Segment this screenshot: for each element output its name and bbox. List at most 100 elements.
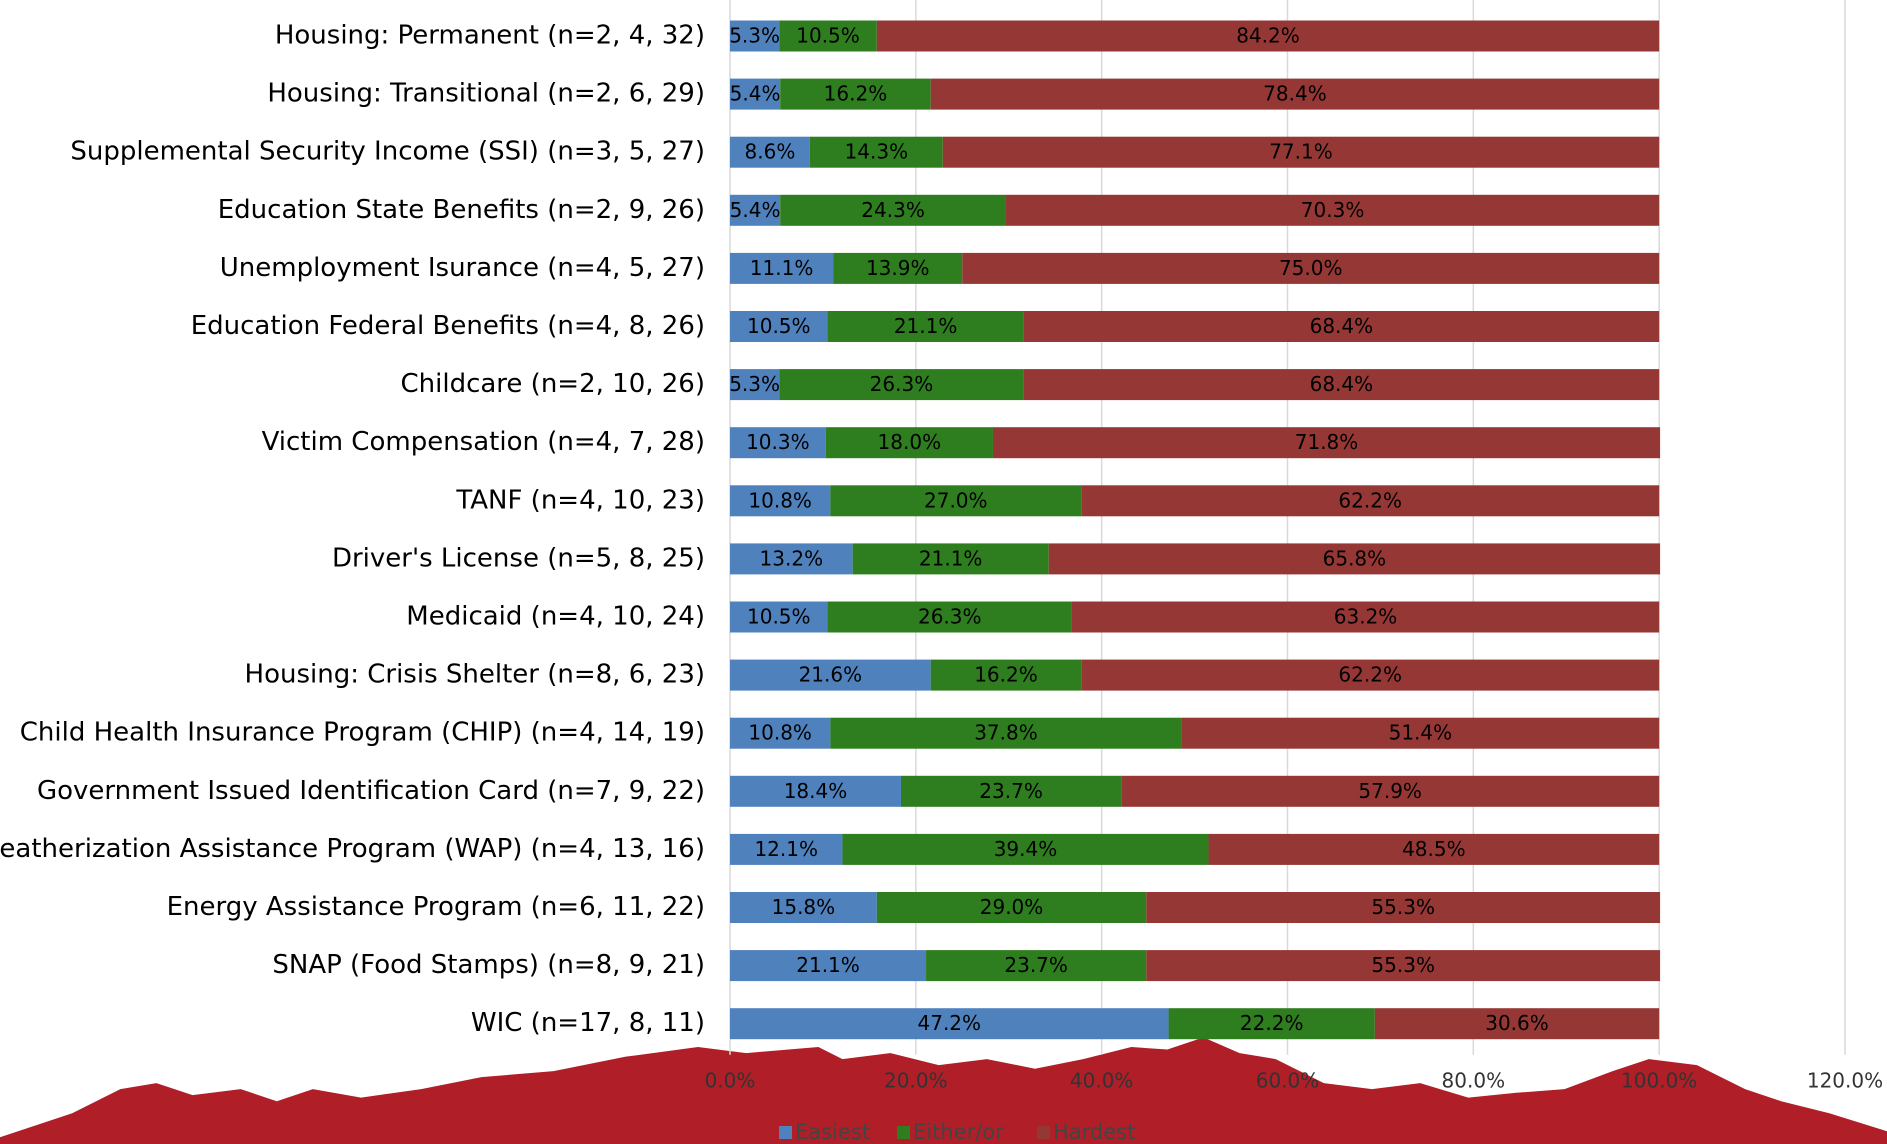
x-tick-label: 100.0% [1621, 1069, 1697, 1093]
bar-segment [827, 311, 1024, 342]
bar-segment [779, 20, 877, 52]
value-label: 23.7% [1004, 953, 1068, 977]
bar-segment [730, 311, 828, 342]
bar-segment [730, 717, 831, 749]
value-label: 78.4% [1263, 82, 1327, 106]
x-tick-label: 120.0% [1807, 1069, 1883, 1093]
bar-segment [809, 136, 943, 168]
value-label: 5.4% [730, 82, 781, 106]
bar-segment [1005, 194, 1660, 226]
value-label: 47.2% [918, 1011, 982, 1035]
legend-label: Hardest [1053, 1120, 1135, 1144]
category-label: Medicaid (n=4, 10, 24) [406, 602, 705, 632]
bar-segment [1023, 311, 1660, 342]
value-label: 16.2% [974, 663, 1038, 687]
legend-label: Easiest [795, 1120, 870, 1144]
category-label: Education Federal Benefits (n=4, 8, 26) [191, 311, 705, 341]
value-label: 18.0% [878, 430, 942, 454]
bar-segment [730, 427, 826, 459]
bars [730, 20, 1661, 1040]
bar-segment [1121, 775, 1660, 807]
bar-segment [830, 485, 1082, 517]
value-label: 5.3% [729, 24, 780, 48]
bar-segment [730, 543, 853, 575]
value-label: 15.8% [772, 895, 836, 919]
value-label: 18.4% [784, 779, 848, 803]
bar-segment [926, 950, 1147, 982]
bar-segment [730, 78, 781, 110]
bar-segment [876, 20, 1660, 52]
bar-segment [827, 601, 1072, 633]
value-label: 10.8% [748, 488, 812, 512]
value-label: 11.1% [750, 256, 814, 280]
value-label: 70.3% [1301, 198, 1365, 222]
value-label: 71.8% [1295, 430, 1359, 454]
category-label: Unemployment Isurance (n=4, 5, 27) [220, 253, 705, 283]
category-label: Driver's License (n=5, 8, 25) [332, 543, 705, 573]
value-label: 27.0% [924, 488, 988, 512]
bar-segment [1146, 950, 1661, 982]
value-label: 68.4% [1310, 314, 1374, 338]
category-label: Government Issued Identification Card (n… [37, 776, 705, 806]
category-label: Victim Compensation (n=4, 7, 28) [262, 427, 705, 457]
value-label: 14.3% [845, 140, 909, 164]
value-label: 48.5% [1402, 837, 1466, 861]
bar-segment [876, 892, 1147, 923]
value-label: 51.4% [1389, 721, 1453, 745]
bar-segment [730, 659, 931, 691]
category-label: Energy Assistance Program (n=6, 11, 22) [167, 892, 705, 922]
bar-segment [730, 1008, 1169, 1040]
legend-swatch [779, 1126, 792, 1139]
value-label: 63.2% [1334, 605, 1398, 629]
value-label: 84.2% [1236, 24, 1300, 48]
bar-segment [780, 194, 1006, 226]
value-label: 16.2% [824, 82, 888, 106]
value-label: 10.8% [748, 721, 812, 745]
category-label: Weatherization Assistance Program (WAP) … [0, 834, 705, 864]
bar-segment [1071, 601, 1660, 633]
value-label: 23.7% [979, 779, 1043, 803]
bar-segment [730, 485, 831, 517]
x-tick-label: 40.0% [1070, 1069, 1134, 1093]
category-label: TANF (n=4, 10, 23) [455, 485, 705, 515]
value-label: 29.0% [980, 895, 1044, 919]
value-label: 62.2% [1338, 488, 1402, 512]
x-tick-label: 60.0% [1256, 1069, 1320, 1093]
value-label: 21.6% [799, 663, 863, 687]
legend-label: Either/or [913, 1120, 1004, 1144]
bar-segment [852, 543, 1049, 575]
value-label: 77.1% [1269, 140, 1333, 164]
bar-segment [830, 717, 1182, 749]
bar-segment [1048, 543, 1661, 575]
x-tick-label: 20.0% [884, 1069, 948, 1093]
value-label: 13.2% [760, 546, 824, 570]
x-tick-label: 80.0% [1442, 1069, 1506, 1093]
bar-segment [730, 601, 828, 633]
value-label: 24.3% [861, 198, 925, 222]
bar-segment [930, 78, 1660, 110]
bar-segment [1168, 1008, 1375, 1040]
bar-segment [825, 427, 993, 459]
bar-segment [730, 194, 781, 226]
bar-segment [992, 427, 1661, 459]
category-label: Supplemental Security Income (SSI) (n=3,… [70, 137, 705, 167]
bar-segment [730, 369, 780, 401]
legend-swatch [1037, 1126, 1050, 1139]
category-label: Housing: Permanent (n=2, 4, 32) [275, 21, 705, 51]
bar-segment [1081, 485, 1660, 517]
value-label: 55.3% [1371, 895, 1435, 919]
x-tick-label: 0.0% [705, 1069, 756, 1093]
bar-segment [780, 78, 931, 110]
value-label: 12.1% [754, 837, 818, 861]
bar-segment [1374, 1008, 1660, 1040]
bar-segment [730, 20, 780, 52]
bar-segment [1208, 833, 1660, 865]
value-label: 10.5% [796, 24, 860, 48]
category-label: Education State Benefits (n=2, 9, 26) [218, 195, 705, 225]
bar-segment [730, 950, 927, 982]
category-label: WIC (n=17, 8, 11) [471, 1008, 705, 1038]
grid [729, 0, 1846, 1055]
value-label: 21.1% [919, 546, 983, 570]
value-label: 26.3% [870, 372, 934, 396]
labels: 0.0% 20.0% 40.0% 60.0% 80.0% 100.0% 120.0% Hous… [0, 21, 1883, 1144]
